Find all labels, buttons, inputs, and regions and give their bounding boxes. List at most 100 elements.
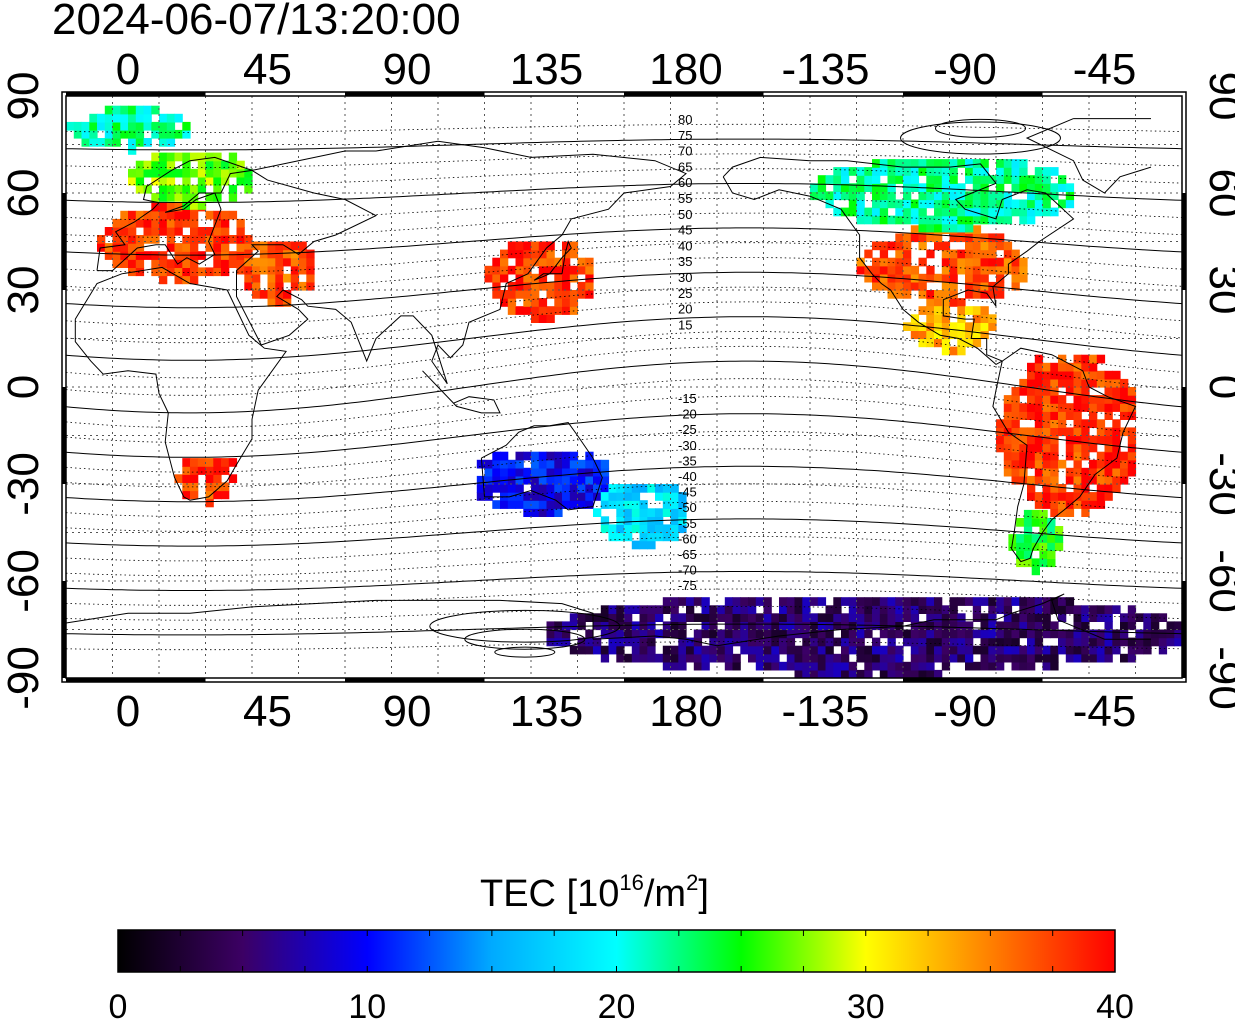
tec-cell [1011,199,1020,209]
tec-cell [1104,451,1113,461]
magnetic-contour [66,168,1182,186]
tec-cell [1034,459,1044,469]
tec-cell [1008,534,1017,543]
tec-cell [717,653,726,663]
tec-cell [887,215,896,225]
tec-cell [957,159,966,168]
tec-cell [996,183,1005,192]
tec-cell [972,322,982,331]
tec-cell [1096,637,1106,647]
tec-cell [128,251,137,260]
tec-cell [841,597,850,606]
tec-cell [128,176,137,186]
tec-cell [996,191,1005,201]
tec-cell [934,645,943,655]
tec-cell [252,273,261,283]
tec-cell [1027,199,1036,209]
tec-cell [817,175,827,184]
tec-cell [616,645,625,655]
tec-cell [135,105,145,115]
tec-cell [1050,459,1059,469]
tec-cell [1073,492,1082,501]
right-lat-label: 90 [1200,72,1235,121]
tec-cell [1073,613,1082,622]
tec-cell [1031,518,1040,527]
tec-cell [771,653,780,663]
tec-cell [1019,435,1028,445]
tec-cell [639,613,648,622]
tec-cell [1027,459,1036,469]
tec-cell [624,637,633,647]
tec-cell [1096,395,1106,404]
tec-cell [647,653,656,663]
tec-cell [662,645,672,655]
tec-cell [197,235,207,244]
tec-cell [1034,362,1044,372]
tec-cell [965,241,974,251]
tec-cell [562,290,571,299]
tec-cell [817,613,827,622]
tec-cell [182,490,191,500]
tec-cell [1034,645,1044,655]
tec-cell [965,233,974,243]
tec-cell [686,645,695,655]
tec-cell [949,298,958,307]
tec-cell [639,508,648,517]
tec-cell [825,175,834,184]
tec-cell [236,251,245,260]
tec-cell [810,669,819,678]
tec-cell [1081,500,1090,509]
tec-cell [887,257,896,267]
tec-cell [647,605,656,614]
tec-cell [143,113,152,123]
tec-cell [763,661,772,671]
tec-cell [864,621,873,631]
tec-cell [988,621,997,631]
tec-cell [585,637,594,647]
tec-cell [1158,637,1168,647]
tec-cell [1003,613,1013,622]
tec-cell [748,629,757,639]
magnetic-contour [66,257,1182,291]
tec-cell [934,273,943,283]
tec-cell [500,290,509,299]
tec-cell [190,490,199,500]
tec-cell [1135,637,1144,647]
tec-cell [972,290,982,299]
tec-cell [972,225,982,234]
tec-cell [631,629,641,639]
tec-cell [724,605,734,614]
tec-cell [910,637,920,647]
tec-cell [910,322,920,331]
tec-cell [1120,637,1129,647]
tec-cell [531,467,540,477]
tec-cell [135,251,145,260]
tec-cell [639,500,648,509]
tec-cell [1065,492,1075,501]
tec-cell [810,183,819,192]
tec-cell [1143,621,1152,631]
tec-cell [585,257,594,267]
tec-data-cells [66,105,1182,678]
tec-cell [1065,387,1075,396]
bottom-lon-label: -135 [781,687,869,736]
tec-cell [554,273,563,283]
tec-cell [1081,492,1090,501]
tec-cell [476,475,486,485]
tec-cell [980,621,989,631]
tec-cell [833,661,842,671]
tec-cell [112,138,121,147]
tec-cell [515,467,524,477]
contour-label-north: 35 [678,254,692,269]
tec-cell [949,645,958,655]
tec-cell [918,338,927,348]
tec-cell [1039,518,1048,527]
tec-cell [1104,637,1113,647]
tec-cell [1003,645,1013,655]
tec-cell [841,653,850,663]
magnetic-latitude-contours [66,118,1182,658]
tec-cell [833,207,842,217]
tec-cell [1042,207,1051,217]
